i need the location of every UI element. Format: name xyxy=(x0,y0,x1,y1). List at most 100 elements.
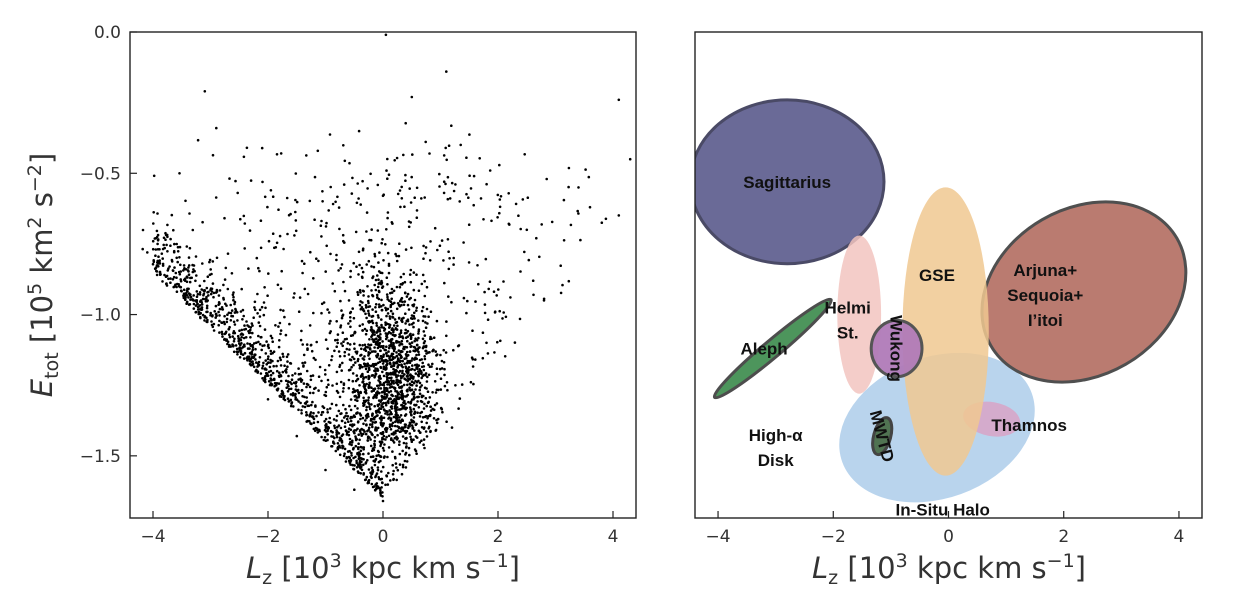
scatter-point xyxy=(424,140,428,144)
scatter-point xyxy=(407,371,410,374)
scatter-point xyxy=(177,283,180,286)
scatter-point xyxy=(276,283,280,287)
scatter-point xyxy=(210,287,214,291)
scatter-point xyxy=(363,347,367,351)
scatter-point xyxy=(422,330,426,333)
scatter-point xyxy=(429,409,433,412)
scatter-point xyxy=(285,386,289,390)
scatter-point xyxy=(380,241,384,245)
scatter-point xyxy=(300,329,303,333)
scatter-point xyxy=(232,339,236,343)
scatter-point xyxy=(242,214,246,218)
scatter-point xyxy=(380,282,383,286)
scatter-point xyxy=(262,301,266,304)
scatter-point xyxy=(366,370,370,374)
scatter-point xyxy=(422,443,425,447)
scatter-point xyxy=(264,306,267,310)
scatter-point xyxy=(238,342,241,345)
scatter-point xyxy=(294,392,297,396)
scatter-point xyxy=(252,342,256,345)
scatter-point xyxy=(362,377,365,381)
scatter-point xyxy=(425,380,429,383)
scatter-point xyxy=(200,288,203,291)
scatter-point xyxy=(412,390,416,394)
scatter-point xyxy=(335,389,339,393)
scatter-point xyxy=(220,306,224,309)
scatter-point xyxy=(426,375,429,379)
scatter-point xyxy=(166,250,169,253)
scatter-point xyxy=(426,322,429,325)
scatter-point xyxy=(400,185,404,189)
scatter-point xyxy=(374,306,377,309)
scatter-point xyxy=(427,414,430,418)
scatter-point xyxy=(472,174,476,178)
scatter-point xyxy=(370,334,374,337)
scatter-point xyxy=(550,220,554,224)
scatter-point xyxy=(401,365,405,369)
scatter-point xyxy=(267,370,271,374)
scatter-point xyxy=(485,182,488,186)
scatter-point xyxy=(617,98,621,102)
scatter-point xyxy=(262,313,266,317)
scatter-point xyxy=(280,269,284,273)
scatter-point xyxy=(160,252,164,255)
scatter-point xyxy=(390,376,393,380)
scatter-point xyxy=(376,367,379,371)
scatter-point xyxy=(362,422,365,426)
scatter-point xyxy=(242,155,246,159)
scatter-point xyxy=(225,338,228,341)
scatter-point xyxy=(424,349,428,353)
scatter-point xyxy=(371,338,374,341)
scatter-point xyxy=(435,402,439,405)
scatter-point xyxy=(382,401,385,405)
scatter-point xyxy=(425,352,428,355)
scatter-point xyxy=(326,433,330,436)
scatter-point xyxy=(425,421,429,425)
scatter-point xyxy=(327,383,330,387)
scatter-point xyxy=(266,357,270,361)
scatter-point xyxy=(386,295,389,299)
scatter-point xyxy=(469,187,473,190)
scatter-point xyxy=(410,440,414,444)
scatter-point xyxy=(249,326,253,329)
scatter-point xyxy=(254,347,257,351)
scatter-point xyxy=(404,466,408,469)
scatter-point xyxy=(347,459,351,463)
scatter-point xyxy=(228,177,231,180)
scatter-point xyxy=(355,438,359,441)
scatter-point xyxy=(301,343,305,346)
scatter-point xyxy=(223,216,226,220)
scatter-point xyxy=(187,273,191,277)
scatter-point xyxy=(377,261,380,264)
scatter-point xyxy=(367,386,371,390)
scatter-point xyxy=(410,376,413,379)
scatter-point xyxy=(224,266,228,270)
scatter-point xyxy=(411,333,415,337)
scatter-point xyxy=(400,363,403,367)
scatter-point xyxy=(393,301,396,305)
scatter-point xyxy=(345,417,349,421)
scatter-point xyxy=(365,475,369,479)
scatter-point xyxy=(364,362,367,366)
scatter-plot-frame xyxy=(129,31,637,519)
scatter-point xyxy=(448,197,452,200)
scatter-point xyxy=(164,275,168,279)
scatter-point xyxy=(323,420,326,423)
scatter-point xyxy=(320,435,323,439)
scatter-point xyxy=(409,413,413,416)
scatter-point xyxy=(218,314,221,317)
scatter-point xyxy=(201,262,204,265)
scatter-point xyxy=(341,390,345,393)
scatter-point xyxy=(388,409,391,412)
scatter-point xyxy=(403,404,406,408)
scatter-point xyxy=(175,276,178,280)
scatter-point xyxy=(398,416,401,419)
scatter-point xyxy=(376,183,380,187)
scatter-point xyxy=(317,411,320,414)
scatter-point xyxy=(203,279,206,283)
scatter-point xyxy=(462,241,465,244)
scatter-point xyxy=(184,298,187,302)
scatter-point xyxy=(335,382,339,386)
scatter-point xyxy=(208,260,211,264)
scatter-point xyxy=(357,471,360,475)
